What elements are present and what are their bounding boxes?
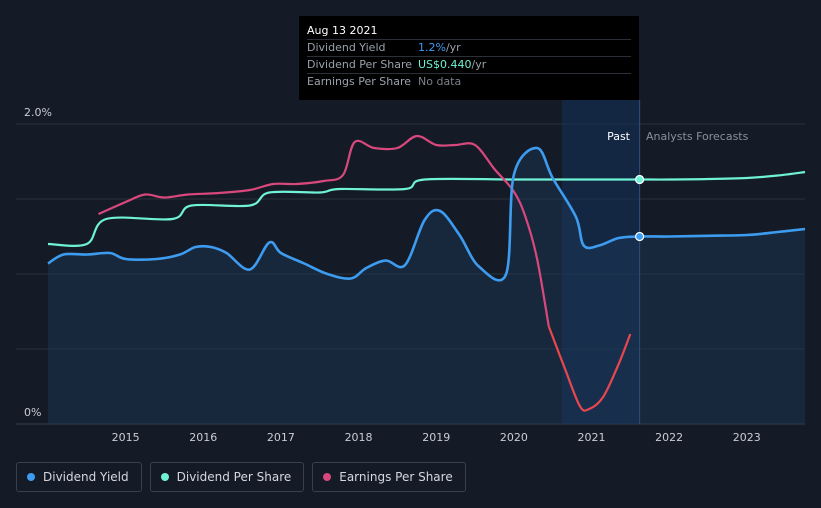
series-line-earnings-decline	[547, 326, 632, 412]
x-tick-label: 2017	[267, 431, 295, 444]
past-highlight-band	[561, 100, 640, 424]
tooltip-label: Dividend Per Share	[307, 58, 413, 71]
y-tick-bottom: 0%	[24, 406, 41, 419]
tooltip-unit: /yr	[471, 58, 487, 71]
tooltip-unit: /yr	[445, 41, 461, 54]
series-line-dividend-per-share	[47, 170, 806, 247]
yield-area	[48, 147, 805, 424]
legend-dot-icon	[160, 473, 169, 481]
legend: Dividend Yield Dividend Per Share Earnin…	[16, 462, 466, 492]
legend-item-earnings-per-share[interactable]: Earnings Per Share	[312, 462, 466, 492]
tooltip-row-dividend-yield: Dividend Yield 1.2% /yr	[307, 40, 631, 57]
forecast-label: Analysts Forecasts	[646, 130, 749, 143]
x-tick-label: 2016	[189, 431, 217, 444]
legend-item-dividend-yield[interactable]: Dividend Yield	[16, 462, 142, 492]
x-tick-label: 2023	[733, 431, 761, 444]
tooltip-value: 1.2%	[418, 41, 446, 54]
dividend-yield-area	[48, 147, 805, 424]
x-axis: 2015 2016 2017 2018 2019 2020 2021 2022 2023	[112, 431, 761, 444]
x-tick-label: 2019	[422, 431, 450, 444]
x-tick-label: 2022	[655, 431, 683, 444]
series-line-earnings-per-share	[98, 134, 550, 327]
x-tick-label: 2020	[500, 431, 528, 444]
grid-lines	[16, 123, 805, 425]
x-tick-label: 2018	[345, 431, 373, 444]
series-line-dividend-yield	[47, 146, 806, 282]
marker-dividend-yield	[635, 231, 645, 242]
tooltip-label: Dividend Yield	[307, 41, 386, 54]
past-label: Past	[607, 130, 631, 143]
x-tick-label: 2021	[577, 431, 605, 444]
cursor-markers	[635, 174, 645, 242]
legend-item-dividend-per-share[interactable]: Dividend Per Share	[149, 462, 305, 492]
tooltip-row-earnings-per-share: Earnings Per Share No data	[307, 74, 631, 90]
tooltip: Aug 13 2021 Dividend Yield 1.2% /yr Divi…	[299, 16, 639, 100]
legend-dot-icon	[323, 473, 332, 481]
y-tick-top: 2.0%	[24, 106, 52, 119]
tooltip-value: No data	[418, 75, 462, 88]
tooltip-value: US$0.440	[418, 58, 472, 71]
legend-dot-icon	[27, 473, 35, 481]
x-tick-label: 2015	[112, 431, 140, 444]
legend-label: Dividend Per Share	[176, 470, 292, 484]
tooltip-label: Earnings Per Share	[307, 75, 412, 88]
legend-label: Earnings Per Share	[339, 470, 453, 484]
tooltip-date: Aug 13 2021	[307, 23, 631, 40]
series-lines	[47, 134, 806, 412]
legend-label: Dividend Yield	[43, 470, 129, 484]
marker-dividend-per-share	[635, 174, 645, 185]
tooltip-row-dividend-per-share: Dividend Per Share US$0.440 /yr	[307, 57, 631, 74]
